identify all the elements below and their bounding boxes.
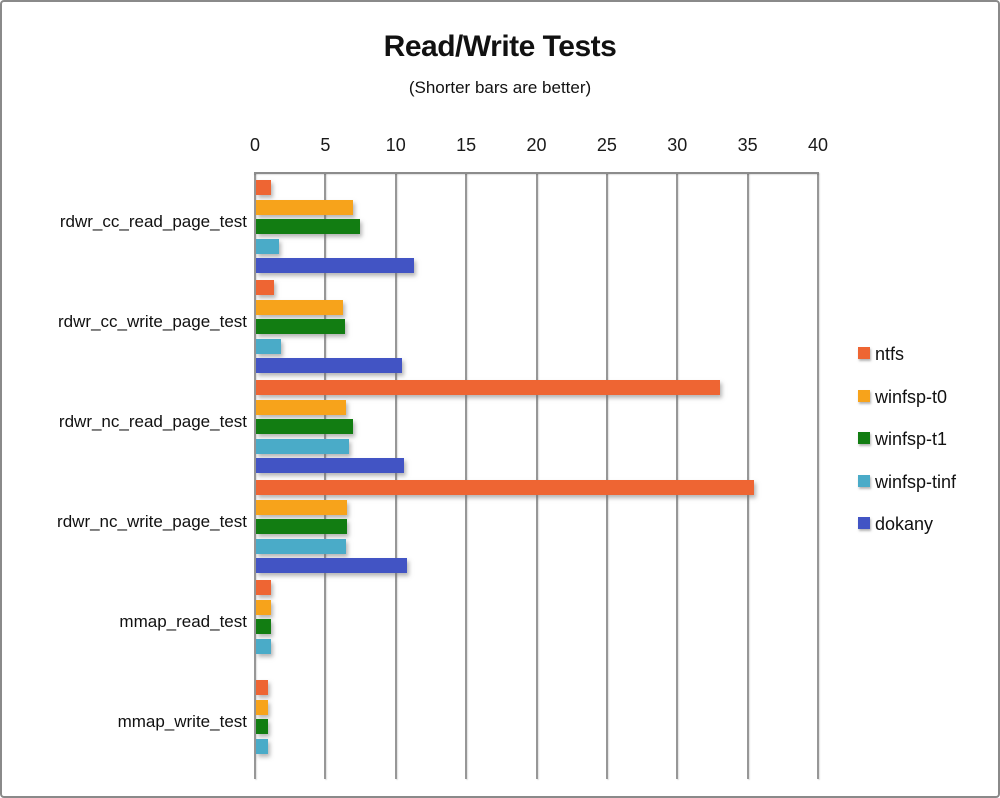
- bar-winfsp-t1: [256, 519, 348, 535]
- x-axis-tick-label: 40: [807, 135, 829, 155]
- gridline: [324, 172, 327, 779]
- bar-winfsp-t0: [256, 199, 354, 215]
- bar-dokany: [256, 358, 403, 374]
- legend-label: ntfs: [875, 344, 905, 364]
- bar-ntfs: [256, 580, 272, 595]
- bar-winfsp-t0: [256, 599, 271, 615]
- x-axis-tick-label: 5: [320, 135, 331, 155]
- bar-winfsp-t1: [256, 619, 271, 635]
- bar-dokany: [256, 258, 414, 274]
- bar-winfsp-tinf: [256, 238, 279, 254]
- x-axis-tick-label: 30: [667, 135, 688, 155]
- bar-winfsp-t0: [256, 699, 268, 715]
- legend-swatch-ntfs: [858, 347, 870, 359]
- gridline: [676, 172, 679, 779]
- x-axis-tick-label: 15: [456, 135, 477, 155]
- gridline: [465, 172, 468, 779]
- legend-swatch-winfsp-t1: [858, 432, 870, 444]
- legend-swatch-dokany: [858, 517, 870, 529]
- bar-winfsp-tinf: [256, 738, 268, 754]
- legend-label: winfsp-t0: [875, 386, 948, 407]
- bar-winfsp-tinf: [256, 538, 347, 554]
- bar-winfsp-t1: [256, 719, 268, 735]
- category-label: rdwr_cc_write_page_test: [58, 312, 247, 331]
- bar-dokany: [256, 458, 404, 474]
- bar-winfsp-t1: [256, 319, 345, 335]
- bar-winfsp-t1: [256, 219, 361, 235]
- bar-ntfs: [256, 180, 272, 195]
- x-axis-tick-label: 20: [526, 135, 547, 155]
- x-axis-tick-label: 35: [737, 135, 758, 155]
- category-label: rdwr_cc_read_page_test: [59, 212, 247, 231]
- gridline: [817, 172, 819, 779]
- y-axis-line: [254, 172, 256, 779]
- x-axis-tick-label: 10: [385, 135, 406, 155]
- bar-winfsp-tinf: [256, 438, 349, 454]
- legend-label: winfsp-t1: [875, 429, 948, 449]
- gridline: [394, 172, 397, 779]
- x-axis-line: [254, 172, 819, 174]
- bar-winfsp-t1: [256, 419, 354, 435]
- x-axis-tick-label: 25: [596, 135, 617, 155]
- category-label: mmap_write_test: [117, 712, 247, 731]
- bar-ntfs: [256, 480, 755, 495]
- category-label: rdwr_nc_write_page_test: [57, 512, 247, 531]
- gridline: [605, 172, 608, 779]
- bar-winfsp-t0: [256, 299, 344, 315]
- bar-ntfs: [256, 680, 268, 695]
- bar-winfsp-tinf: [256, 338, 282, 354]
- gridline: [746, 172, 749, 779]
- legend-label: dokany: [875, 514, 934, 534]
- chart-subtitle: (Shorter bars are better): [408, 78, 592, 97]
- legend-swatch-winfsp-t0: [858, 389, 870, 402]
- legend-swatch-winfsp-tinf: [858, 474, 870, 487]
- category-label: mmap_read_test: [119, 612, 247, 631]
- bar-winfsp-t0: [256, 499, 348, 515]
- bar-dokany: [256, 558, 407, 574]
- bar-winfsp-tinf: [256, 638, 271, 654]
- chart-title: Read/Write Tests: [383, 30, 617, 63]
- category-label: rdwr_nc_read_page_test: [58, 412, 247, 431]
- gridline: [535, 172, 538, 779]
- bar-ntfs: [256, 280, 275, 295]
- bar-ntfs: [256, 380, 721, 395]
- x-axis-tick-label: 0: [249, 135, 261, 155]
- legend-label: winfsp-tinf: [875, 471, 957, 492]
- bar-winfsp-t0: [256, 399, 347, 415]
